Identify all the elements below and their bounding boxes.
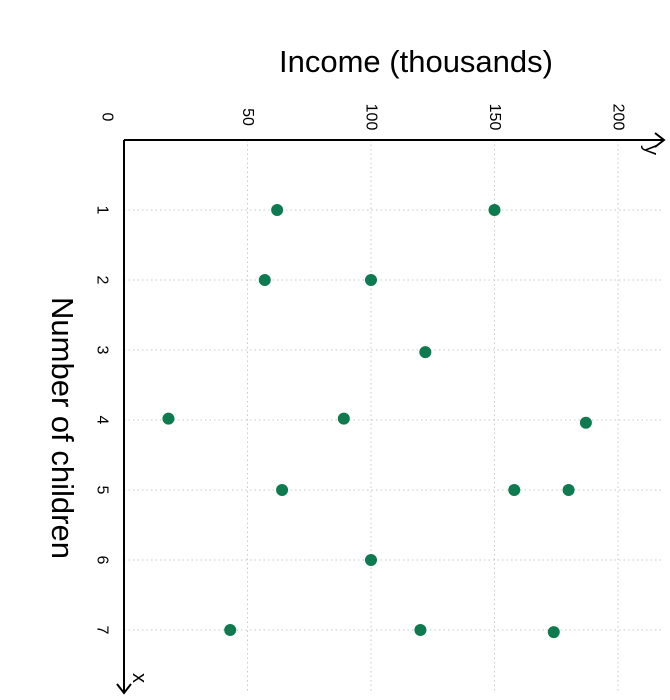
data-point-3	[258, 274, 271, 286]
data-points	[162, 204, 592, 639]
y-tick-label-100: 100	[363, 104, 380, 131]
x-tick-label-6: 6	[94, 556, 111, 565]
grid	[124, 140, 664, 693]
x-tick-labels: 1 2 3 4 5 6 7	[94, 206, 111, 635]
data-point-5	[419, 346, 432, 359]
data-point-9	[276, 484, 289, 496]
x-axis-letter: x	[128, 673, 150, 683]
x-axis-title: Number of children	[45, 297, 80, 559]
data-point-2	[488, 204, 501, 216]
data-point-10	[508, 484, 521, 496]
y-tick-label-0: 0	[99, 113, 116, 122]
data-point-4	[365, 274, 377, 286]
y-tick-label-50: 50	[239, 108, 256, 126]
x-tick-label-7: 7	[94, 626, 111, 635]
data-point-8	[579, 416, 592, 429]
x-tick-label-4: 4	[94, 416, 111, 425]
x-tick-label-5: 5	[94, 486, 111, 495]
axes	[116, 132, 666, 695]
data-point-14	[414, 624, 427, 636]
data-point-6	[162, 412, 175, 425]
data-point-15	[547, 626, 560, 639]
y-tick-label-150: 150	[486, 104, 503, 131]
x-tick-label-2: 2	[94, 276, 111, 285]
data-point-13	[224, 624, 237, 636]
x-axis-arrowhead	[116, 683, 132, 695]
y-axis-letter: y	[640, 145, 662, 155]
y-tick-label-200: 200	[610, 104, 627, 131]
data-point-12	[365, 554, 377, 566]
data-point-11	[562, 484, 575, 496]
y-tick-labels: 0 50 100 150 200	[99, 104, 627, 131]
data-point-7	[337, 412, 350, 425]
y-axis-title: Income (thousands)	[279, 44, 553, 79]
y-axis-arrowhead	[654, 132, 666, 148]
x-tick-label-1: 1	[94, 206, 111, 215]
x-tick-label-3: 3	[94, 346, 111, 355]
data-point-1	[271, 204, 284, 216]
